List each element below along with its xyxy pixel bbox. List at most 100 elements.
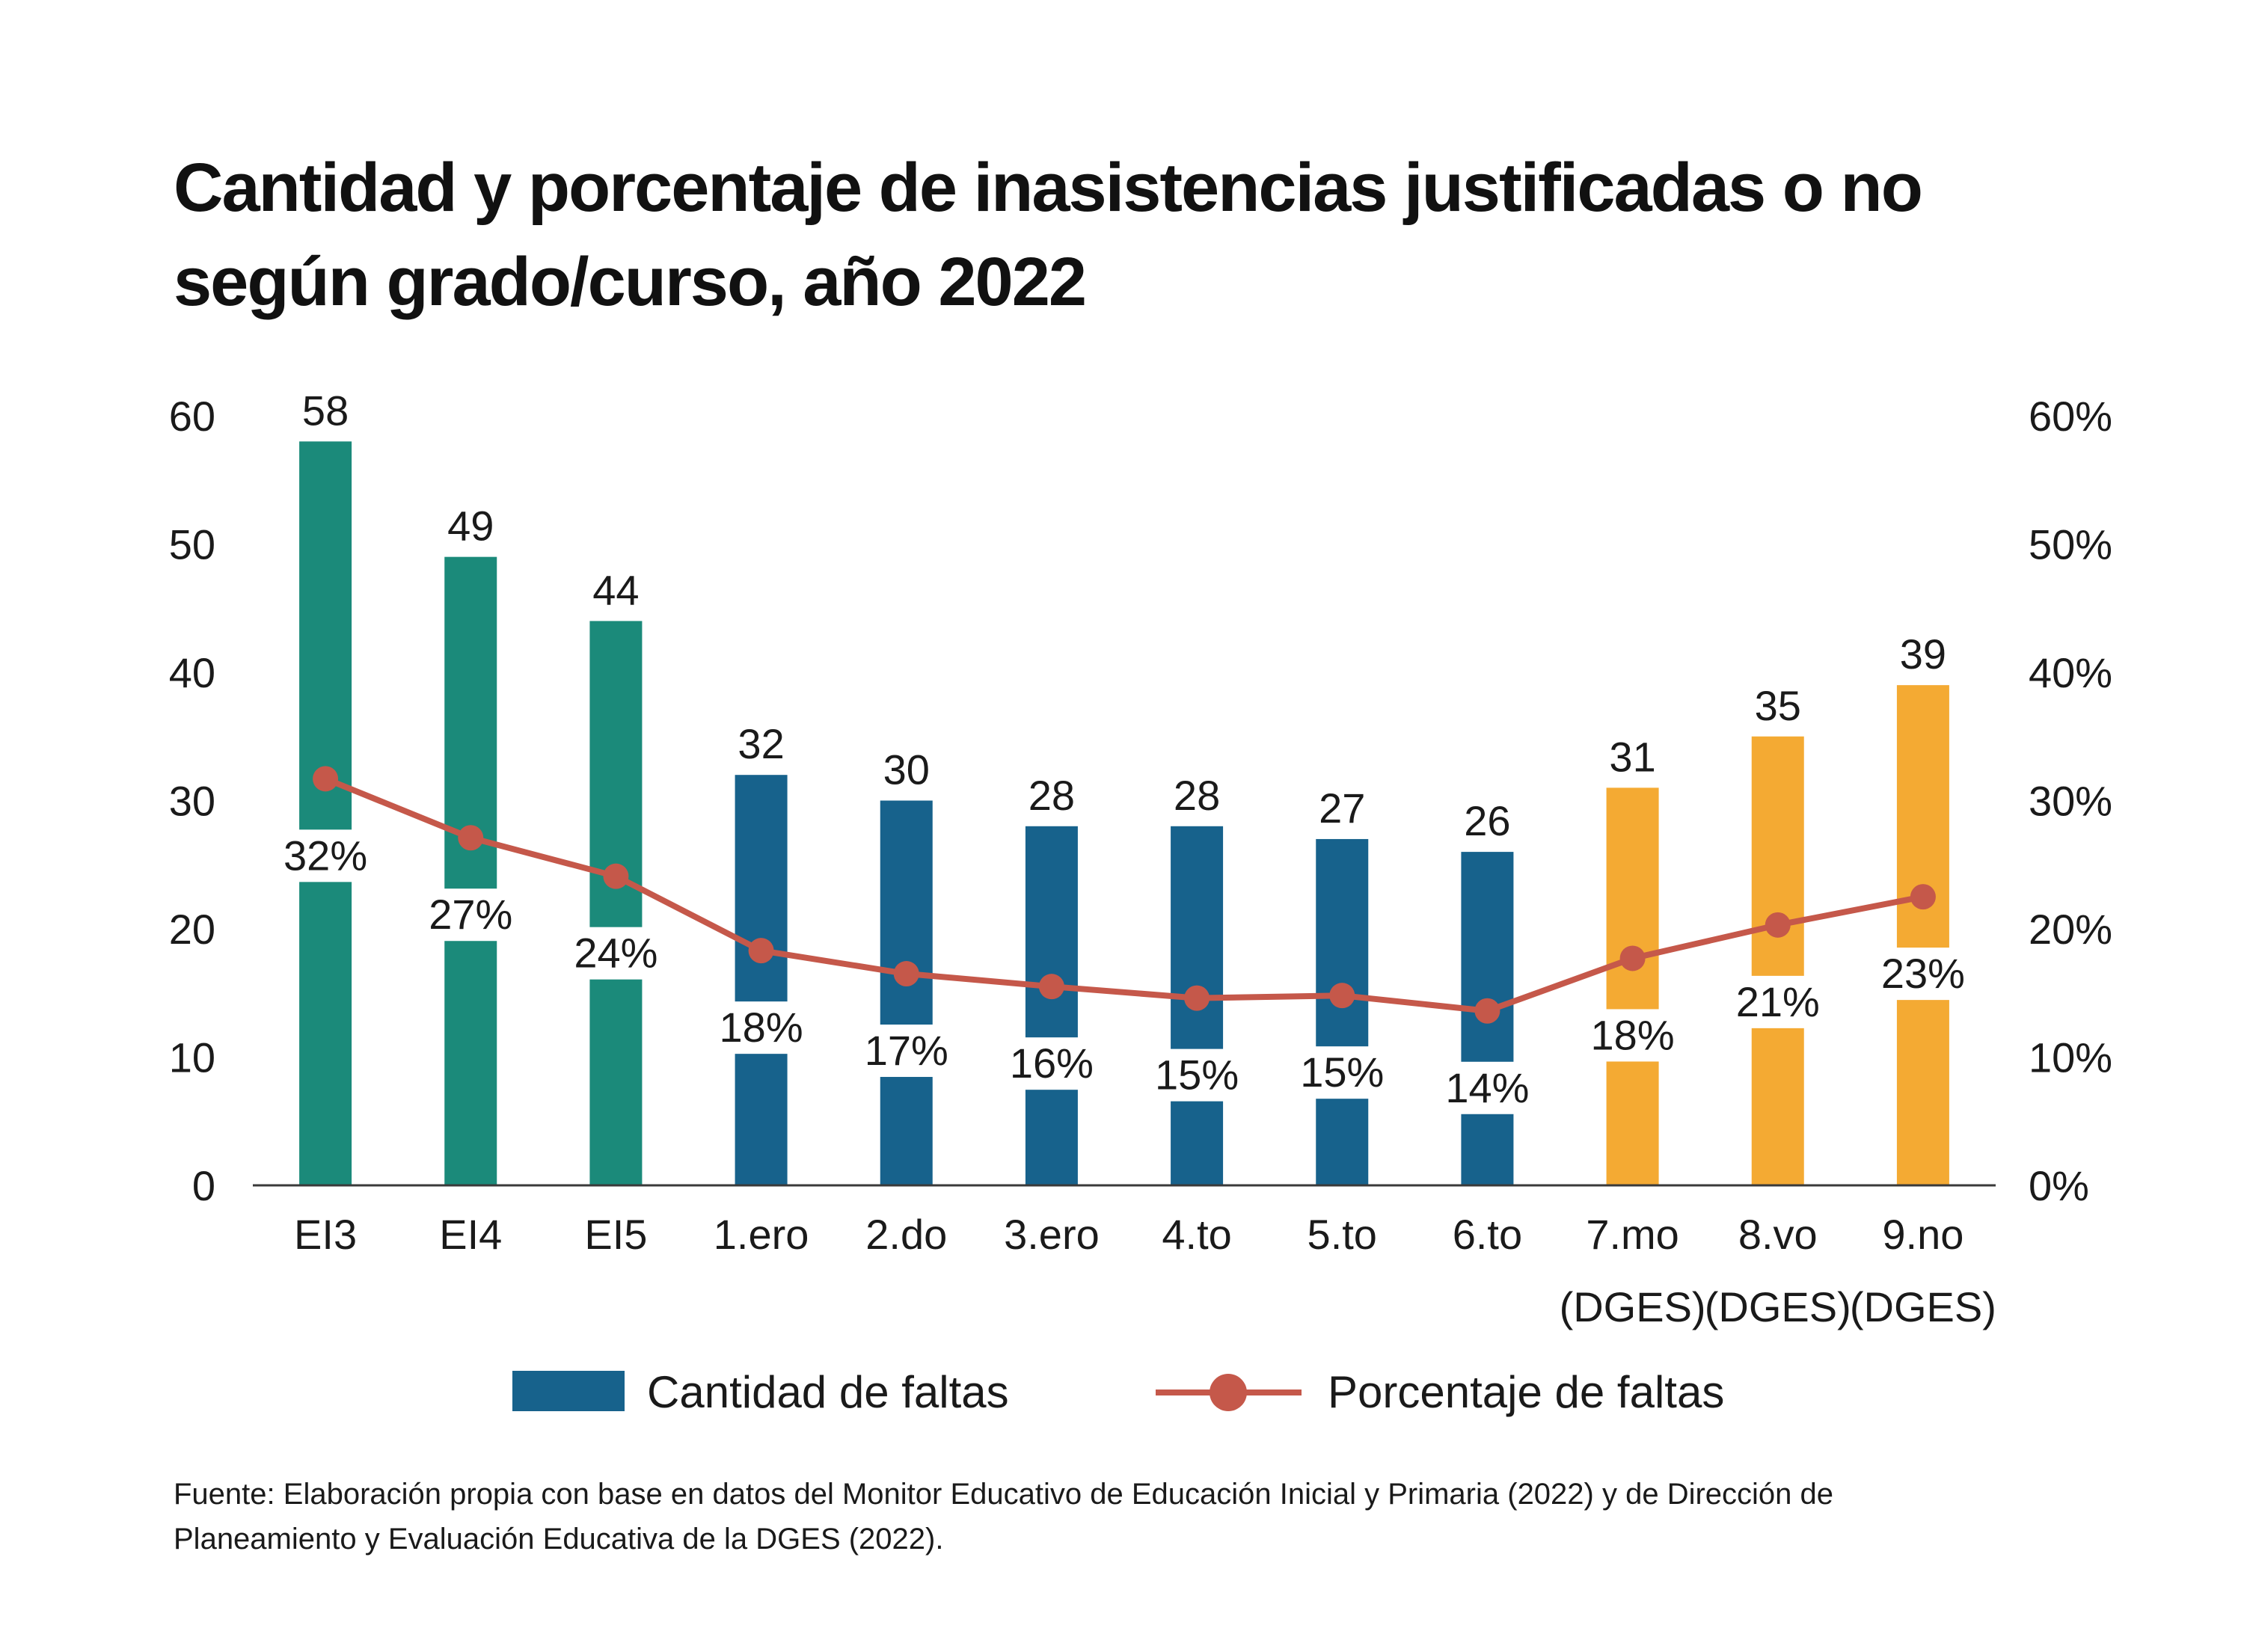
percent-label-bg [562,927,670,980]
percent-value-label: 16% [1010,1040,1094,1087]
y-right-tick-label: 10% [2029,1034,2112,1081]
y-right-tick-label: 30% [2029,778,2112,825]
x-tick-label: 7.mo [1586,1211,1679,1258]
x-tick-label: EI5 [584,1211,647,1258]
legend-label: Porcentaje de faltas [1328,1367,1724,1417]
percent-value-label: 18% [720,1004,803,1051]
bar-value-label: 58 [302,387,349,434]
y-axis-left: 0 10 20 30 40 50 60 [169,393,215,1209]
y-right-tick-label: 40% [2029,649,2112,696]
percent-marker [1038,974,1064,1000]
percent-label-bg [1723,975,1832,1028]
y-left-tick-label: 50 [169,521,215,568]
x-tick-label: (DGES) [1560,1283,1706,1330]
bar [1896,685,1949,1185]
percent-marker [1910,884,1936,910]
bar [589,621,643,1185]
y-left-tick-label: 60 [169,393,215,440]
y-left-tick-label: 0 [192,1162,215,1209]
percent-marker [1765,912,1791,938]
percent-label-bg [852,1025,960,1078]
y-left-tick-label: 10 [169,1034,215,1081]
y-right-tick-label: 60% [2029,393,2112,440]
percent-label-bg [1578,1009,1687,1062]
y-left-tick-label: 30 [169,778,215,825]
percent-marker [1329,983,1355,1009]
percent-label-bg [1288,1046,1397,1099]
bar-value-label: 39 [1900,630,1946,678]
percent-value-label: 24% [574,930,657,977]
x-tick-label: 3.ero [1004,1211,1100,1258]
bar [1316,838,1369,1185]
legend-swatch-bar [512,1371,625,1411]
bar-value-label: 35 [1755,682,1801,729]
percent-line [324,776,1924,1014]
x-tick-label: EI4 [439,1211,502,1258]
percent-marker [1474,998,1500,1024]
y-left-tick-label: 20 [169,906,215,953]
percent-value-label: 21% [1736,978,1820,1025]
percent-label-bg [707,1001,815,1054]
source-note: Fuente: Elaboración propia con base en d… [174,1478,1834,1556]
x-tick-label: 6.to [1453,1211,1522,1258]
bar [735,775,788,1185]
percent-marker [313,766,339,792]
bar [1606,787,1659,1185]
percent-label-bg [272,829,380,882]
y-right-tick-label: 0% [2029,1162,2089,1209]
x-tick-label: 4.to [1162,1211,1231,1258]
line-series: 32% 27% 24% 18% 17% 16% 15% 15% 14% 18% 21% 23% [272,766,1977,1114]
bar-value-label: 30 [883,746,930,793]
x-tick-label: EI3 [294,1211,357,1258]
percent-marker [458,825,484,851]
legend-label: Cantidad de faltas [647,1367,1009,1417]
percent-marker [1619,945,1646,971]
x-tick-label: 8.vo [1738,1211,1818,1258]
percent-value-label: 14% [1445,1064,1529,1111]
bar [1751,736,1804,1185]
x-axis: EI3 EI4 EI5 1.ero 2.do 3.ero 4.to 5.to 6.to 7.mo (… [294,1211,1996,1330]
percent-marker [1184,985,1210,1011]
percent-label-bg [1869,948,1977,1001]
bar-value-label: 28 [1174,772,1220,819]
bar-value-label: 49 [447,503,494,550]
bar-value-label: 31 [1609,733,1655,780]
bar-value-label: 26 [1464,797,1510,844]
percent-value-label: 32% [283,832,367,879]
x-tick-label: (DGES) [1705,1283,1851,1330]
x-tick-label: (DGES) [1850,1283,1996,1330]
percent-label-bg [417,888,525,942]
bar-value-label: 44 [592,566,639,613]
bar [880,800,933,1185]
x-tick-label: 9.no [1882,1211,1964,1258]
percent-label-bg [997,1037,1106,1090]
percent-marker [603,863,629,889]
y-right-tick-label: 50% [2029,521,2112,568]
chart-title: Cantidad y porcentaje de inasistencias j… [174,150,1923,320]
percent-value-label: 23% [1881,950,1965,997]
percent-value-label: 18% [1591,1011,1675,1058]
y-right-tick-label: 20% [2029,906,2112,953]
percent-label-bg [1143,1048,1251,1102]
bar-value-label: 27 [1319,784,1365,832]
percent-marker [893,961,919,987]
x-tick-label: 2.do [865,1211,947,1258]
bar-value-label: 28 [1028,772,1075,819]
percent-marker [748,938,774,964]
legend: Cantidad de faltas Porcentaje de faltas [512,1367,1724,1417]
bar-value-label: 32 [738,720,784,767]
percent-value-label: 15% [1300,1048,1384,1096]
percent-value-label: 17% [865,1027,948,1074]
percent-value-label: 27% [429,891,512,938]
bar [299,441,352,1185]
x-tick-label: 1.ero [714,1211,809,1258]
percent-value-label: 15% [1155,1051,1239,1099]
legend-swatch-dot [1210,1374,1247,1411]
y-left-tick-label: 40 [169,649,215,696]
percent-label-bg [1433,1061,1542,1114]
bar [444,556,497,1185]
x-tick-label: 5.to [1308,1211,1377,1258]
bar-series: 58 49 44 32 30 28 28 27 26 31 35 39 [299,387,1949,1185]
bar [1025,826,1078,1185]
